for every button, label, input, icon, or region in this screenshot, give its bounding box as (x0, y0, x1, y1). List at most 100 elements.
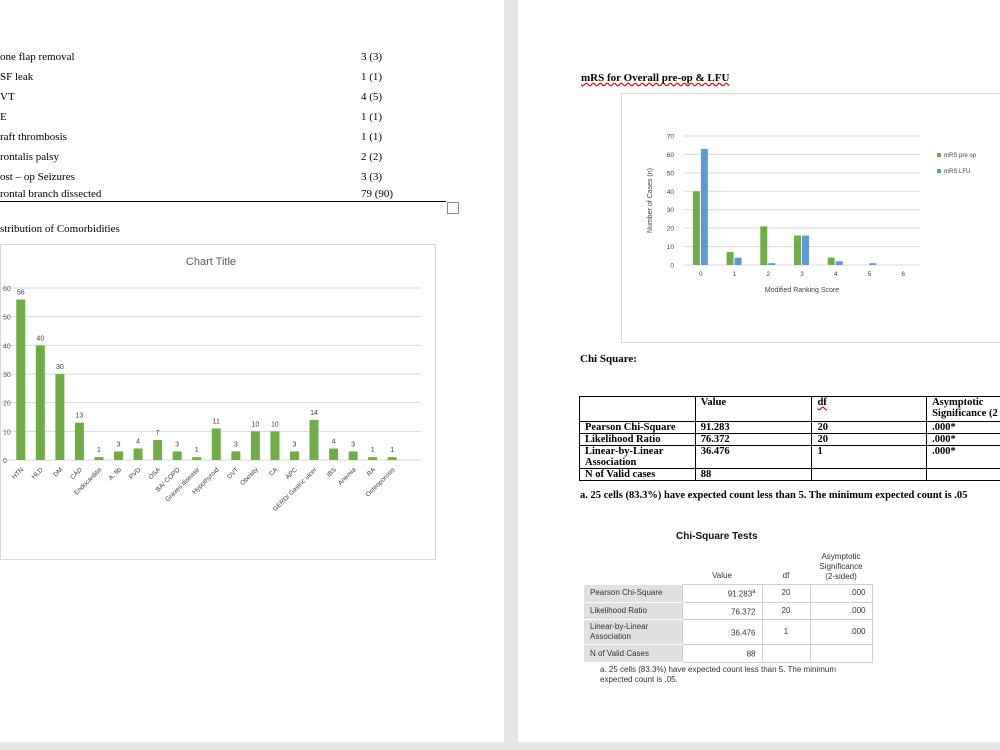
bar-data-label: 1 (390, 447, 394, 454)
spss-value-cell: 91.283a (681, 584, 763, 603)
complication-name: SF leak (0, 71, 34, 83)
spss-table-title: Chi-Square Tests (676, 531, 758, 542)
spss-corner (584, 550, 682, 585)
bar-data-label: 4 (136, 439, 140, 446)
chi-footnote: a. 25 cells (83.3%) have expected count … (580, 490, 968, 501)
y-tick-label: 70 (667, 134, 675, 141)
y-tick-label: 50 (667, 170, 675, 177)
chi-cell (811, 468, 928, 481)
mrs-bar-lfu (802, 235, 809, 265)
chi-cell: N of Valid cases (579, 468, 696, 481)
chi-header-cell: df (811, 396, 928, 422)
chi-cell: 88 (694, 468, 813, 481)
spss-row-label: Pearson Chi-Square (584, 584, 682, 603)
chi-cell: 36.476 (694, 445, 813, 469)
complication-name: one flap removal (0, 51, 75, 63)
complication-row: SF leak 1 (1) (0, 71, 400, 91)
comorbidities-chart-frame[interactable]: Chart Title 0 10 20 30 40 50 60 56 HTN 40 HLD 30 DM 13… (0, 244, 436, 560)
document-page-right: mRS for Overall pre-op & LFU 0 10 20 30 40 50… (518, 0, 1000, 742)
legend-swatch (937, 169, 941, 173)
comorbidity-bar (368, 457, 378, 460)
complication-count: 4 (5) (361, 91, 383, 103)
y-tick-label: 60 (667, 152, 675, 159)
y-tick-label: 0 (3, 458, 7, 465)
complication-count: 1 (1) (361, 71, 383, 83)
x-tick-label: HLD (31, 466, 45, 480)
x-tick-label: 1 (733, 271, 737, 278)
chi-cell: 76.372 (694, 433, 813, 446)
x-tick-label: Anemia (337, 466, 358, 487)
chi-data-row: Pearson Chi-Square 91.283 20.000* (579, 421, 1000, 434)
chi-square-heading: Chi Square: (580, 353, 637, 365)
x-tick-label: RA (366, 466, 378, 478)
comorbidity-bar (270, 431, 280, 460)
complication-row: rontal branch dissected 79 (90) (0, 188, 400, 208)
comorbidity-bar (94, 457, 104, 460)
spss-sig-cell: .000 (809, 584, 873, 603)
complication-name: rontal branch dissected (0, 188, 102, 200)
spss-header-row: Value df Asymptotic Significance (2-sided) (584, 550, 872, 585)
mrs-bar-preop (827, 257, 835, 265)
spss-table-wrap: Value df Asymptotic Significance (2-sided)… (584, 550, 873, 663)
bar-data-label: 4 (332, 439, 336, 446)
x-tick-label: 3 (800, 271, 804, 278)
comorbidity-bar (329, 448, 339, 460)
spss-value: 91.283 (727, 589, 753, 599)
complication-row: one flap removal 3 (3) (0, 51, 400, 71)
spss-sig-cell: .000 (809, 619, 873, 646)
spss-header-cell: Asymptotic Significance (2-sided) (819, 552, 863, 581)
spss-df-cell: 20 (761, 584, 811, 603)
y-tick-label: 30 (667, 207, 675, 214)
x-tick-label: DVT (226, 466, 240, 480)
bar-data-label: 1 (195, 447, 199, 454)
table-resize-handle[interactable] (447, 202, 459, 214)
bar-data-label: 3 (175, 441, 179, 448)
complication-count: 1 (1) (361, 111, 383, 123)
complication-count: 2 (2) (361, 151, 383, 163)
complication-count: 3 (3) (361, 51, 383, 63)
comorbidity-bar (55, 374, 65, 460)
comorbidity-bar (16, 299, 26, 460)
y-tick-label: 40 (3, 343, 11, 350)
chi-data-row: N of Valid cases 88 (579, 468, 1000, 481)
chi-data-row: Likelihood Ratio 76.372 20.000* (579, 433, 1000, 446)
mrs-heading-text: mRS for Overall pre-op & LFU (581, 72, 730, 84)
comorbidity-bar (133, 448, 143, 460)
table-bottom-rule (0, 201, 446, 202)
bar-data-label: 10 (271, 421, 279, 428)
bar-data-label: 1 (97, 447, 101, 454)
mrs-chart-frame[interactable]: 0 10 20 30 40 50 60 70 0 1 2 3 4 5 6 Modified Ranking S… (621, 93, 1000, 343)
bar-data-label: 56 (17, 289, 25, 296)
comorbidity-bar (153, 439, 163, 460)
chi-cell: Linear-by-Linear Association (579, 445, 696, 469)
mrs-bar-preop (726, 252, 734, 265)
chi-header-cell (579, 396, 696, 422)
spss-df-cell: 1 (761, 619, 811, 646)
bar-data-label: 3 (351, 441, 355, 448)
bar-data-label: 3 (293, 441, 297, 448)
complication-name: ost – op Seizures (0, 171, 75, 183)
y-tick-label: 10 (3, 429, 11, 436)
comorbidity-bar (192, 457, 202, 460)
mrs-chart: 0 10 20 30 40 50 60 70 0 1 2 3 4 5 6 Modified Ranking S… (647, 134, 977, 295)
complication-name: E (0, 111, 7, 123)
chi-data-row: Linear-by-Linear Association 36.476 1.000* (579, 445, 1000, 469)
bar-data-label: 11 (213, 418, 220, 425)
mrs-bar-preop (692, 191, 700, 265)
comorbidity-bar (348, 451, 358, 460)
bar-data-label: 7 (156, 430, 160, 437)
spss-df-cell (761, 644, 811, 663)
spss-row-label: N of Valid Cases (584, 644, 682, 663)
chi-cell: Likelihood Ratio (579, 433, 696, 446)
mrs-bar-lfu (734, 257, 742, 265)
spss-data-row: N of Valid Cases 88 (584, 644, 873, 663)
complication-name: raft thrombosis (0, 131, 67, 143)
chi-header-row: Value df Asymptotic Significance (2 (579, 396, 1000, 422)
x-tick-label: Graves disease (164, 466, 201, 503)
complication-row: VT 4 (5) (0, 91, 400, 111)
comorbidity-bar (250, 431, 260, 460)
chi-cell: 1 (811, 445, 928, 469)
spss-value-cell: 76.372 (681, 601, 763, 621)
mrs-bar-preop (760, 226, 768, 265)
